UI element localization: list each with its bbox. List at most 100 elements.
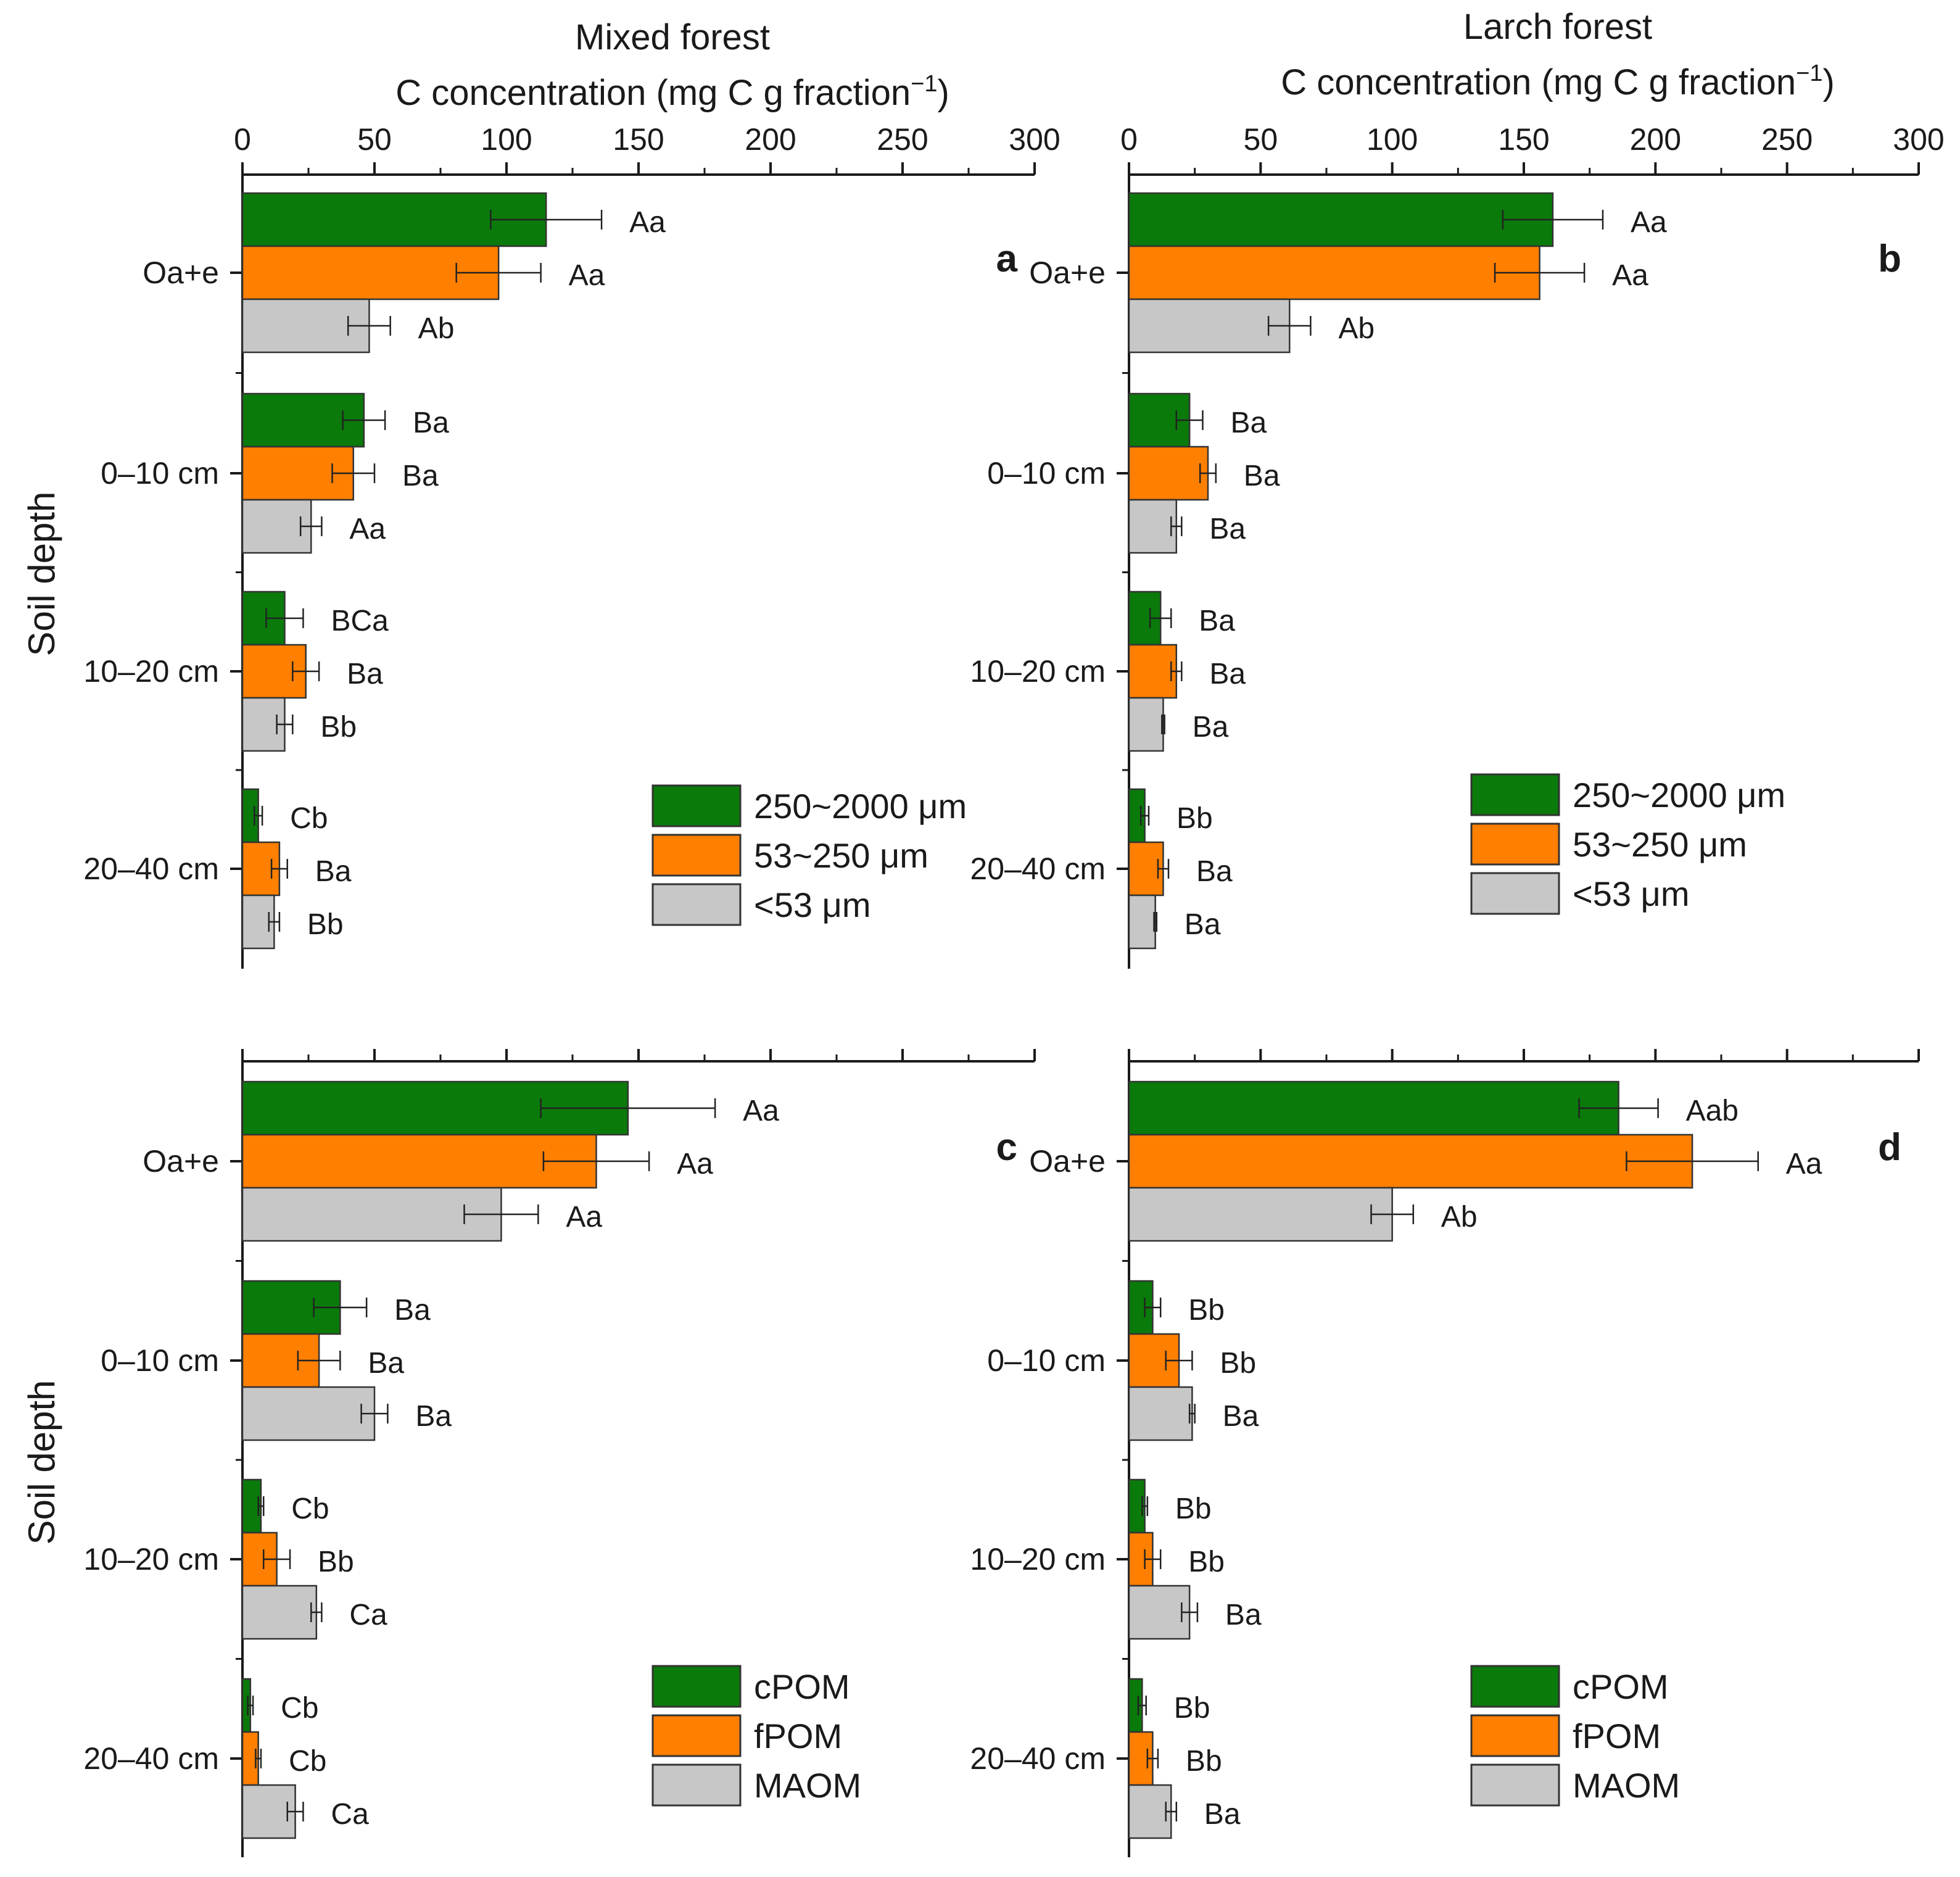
data-label: Bb	[307, 908, 344, 941]
data-label: Ba	[1193, 711, 1229, 744]
legend-swatch	[1470, 1714, 1560, 1757]
bar-maom	[241, 1386, 376, 1441]
data-label: Ba	[315, 855, 352, 888]
y-tick-label: 20–40 cm	[970, 851, 1106, 886]
data-label: Ba	[415, 1400, 452, 1433]
legend-label: cPOM	[754, 1667, 850, 1706]
data-label: Cb	[290, 802, 328, 835]
x-tick-label: 100	[1367, 122, 1418, 157]
legend-label: <53 μm	[754, 885, 870, 924]
data-label: Ba	[1196, 855, 1233, 888]
legend-label: fPOM	[754, 1717, 842, 1755]
x-tick-label: 50	[1244, 122, 1278, 157]
legend-swatch	[1470, 872, 1560, 915]
bar-maom	[241, 1784, 296, 1839]
data-label: Ca	[331, 1798, 369, 1831]
data-label: Aa	[566, 1201, 602, 1233]
bar-250-2000-m	[1128, 192, 1554, 247]
x-tick-label: 250	[877, 122, 928, 157]
panels: 0 50 100 150 200 250 300 Oa+e Aa Aa Ab 0–10 cm Ba Ba A…	[83, 122, 1945, 1857]
data-label: Aa	[677, 1148, 713, 1180]
legend-label: MAOM	[754, 1766, 861, 1805]
data-label: Aa	[1786, 1148, 1822, 1180]
data-label: Aa	[743, 1095, 779, 1127]
data-label: Bb	[1186, 1745, 1222, 1778]
legend-label: cPOM	[1573, 1667, 1669, 1706]
y-tick-label: Oa+e	[143, 1144, 219, 1179]
x-axis-title-close: )	[1822, 62, 1834, 102]
bar-53-250-m	[1128, 644, 1178, 699]
panel-b: 0 50 100 150 200 250 300 Oa+e Aa Aa Ab 0–10 cm Ba Ba B…	[970, 122, 1945, 969]
column-title-mixed: Mixed forest	[575, 17, 770, 57]
x-tick-label: 0	[234, 122, 251, 157]
legend-swatch	[651, 834, 742, 877]
panel-label: c	[996, 1126, 1017, 1169]
data-label: Aa	[349, 513, 386, 545]
y-tick-label: 0–10 cm	[101, 1343, 219, 1378]
bar--53-m	[1128, 499, 1178, 554]
bar-maom	[1128, 1585, 1191, 1640]
data-label: Bb	[318, 1546, 354, 1578]
panel-a: 0 50 100 150 200 250 300 Oa+e Aa Aa Ab 0–10 cm Ba Ba A…	[83, 122, 1061, 969]
bar-53-250-m	[1128, 245, 1540, 300]
x-tick-label: 50	[357, 122, 392, 157]
column-title-larch: Larch forest	[1463, 7, 1652, 47]
legend-swatch	[651, 1763, 742, 1807]
legend-swatch	[1470, 773, 1560, 816]
bar-53-250-m	[1128, 445, 1209, 501]
legend-label: <53 μm	[1573, 874, 1689, 913]
y-tick-label: 10–20 cm	[970, 654, 1106, 689]
legend-label: 53~250 μm	[754, 836, 928, 875]
data-label: Ab	[418, 312, 455, 345]
x-tick-label: 100	[481, 122, 532, 157]
data-label: Ba	[413, 407, 449, 439]
data-label: Ba	[347, 658, 383, 690]
bar--53-m	[241, 499, 312, 554]
x-tick-label: 300	[1009, 122, 1060, 157]
legend-swatch	[651, 883, 742, 926]
legend-label: fPOM	[1573, 1717, 1661, 1755]
panel-c: Oa+e Aa Aa Aa 0–10 cm Ba Ba Ba 10–20 cm Cb Bb Ca 20–…	[83, 1049, 1036, 1857]
data-label: Ba	[394, 1294, 431, 1327]
y-tick-label: 0–10 cm	[987, 1343, 1106, 1378]
x-axis-title-close: )	[937, 73, 949, 113]
data-label: Ba	[1209, 513, 1246, 545]
x-axis-title-exponent: −1	[911, 71, 937, 97]
x-tick-label: 200	[1630, 122, 1681, 157]
data-label: Ba	[1204, 1798, 1241, 1831]
x-axis-title-mixed: C concentration (mg C g fraction−1)	[395, 71, 949, 113]
data-label: Ba	[368, 1347, 404, 1380]
bar-maom	[1128, 1386, 1193, 1441]
data-label: Cb	[281, 1692, 318, 1725]
x-axis-title-text: C concentration (mg C g fraction	[1281, 62, 1796, 102]
y-axis-title-bottom: Soil depth	[21, 1380, 62, 1545]
legend-label: 250~2000 μm	[754, 787, 967, 826]
legend-label: 53~250 μm	[1573, 825, 1747, 864]
data-label: Ba	[1223, 1400, 1259, 1433]
data-label: Aab	[1686, 1095, 1739, 1127]
legend-swatch	[1470, 1763, 1560, 1807]
y-tick-label: 20–40 cm	[970, 1741, 1106, 1776]
data-label: Ba	[1209, 658, 1246, 690]
data-label: Cb	[289, 1745, 326, 1778]
bar-maom	[241, 1187, 502, 1242]
data-label: Ba	[1230, 407, 1267, 439]
data-label: Aa	[629, 206, 666, 239]
bar-fpom	[1128, 1133, 1693, 1189]
x-tick-label: 0	[1120, 122, 1138, 157]
y-tick-label: 10–20 cm	[83, 654, 219, 689]
data-label: Aa	[1631, 206, 1667, 239]
data-label: BCa	[331, 605, 389, 637]
panel-label: b	[1878, 238, 1901, 280]
bar-cpom	[1128, 1080, 1619, 1136]
data-label: Ba	[402, 460, 439, 492]
x-tick-label: 200	[745, 122, 796, 157]
bar-maom	[1128, 1784, 1172, 1839]
bar-maom	[1128, 1187, 1393, 1242]
data-label: Ab	[1338, 312, 1375, 345]
data-label: Bb	[1174, 1692, 1210, 1725]
x-axis-title-text: C concentration (mg C g fraction	[395, 73, 911, 113]
data-label: Bb	[1188, 1294, 1225, 1327]
y-tick-label: Oa+e	[1029, 255, 1106, 290]
x-tick-label: 150	[613, 122, 664, 157]
